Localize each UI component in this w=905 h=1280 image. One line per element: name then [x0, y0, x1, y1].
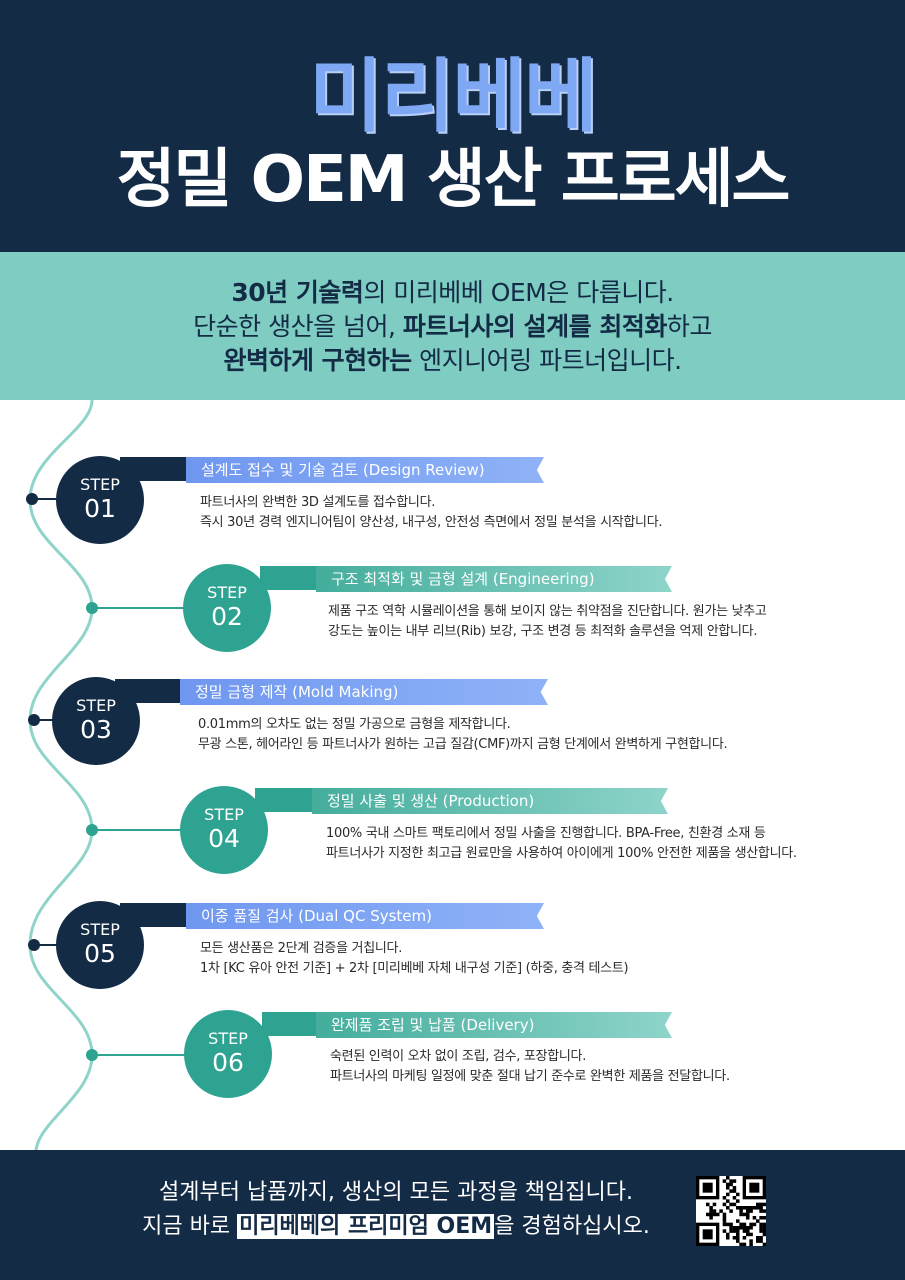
step-title-02: 구조 최적화 및 금형 설계 (Engineering) [316, 566, 672, 592]
step-number: 03 [80, 715, 112, 744]
process-timeline: STEP 01 설계도 접수 및 기술 검토 (Design Review) 파… [0, 400, 905, 1150]
step-desc-line: 100% 국내 스마트 팩토리에서 정밀 사출을 진행합니다. BPA-Free… [326, 826, 766, 841]
step-title-06: 완제품 조립 및 납품 (Delivery) [316, 1012, 672, 1038]
qr-code-icon[interactable] [696, 1176, 767, 1247]
footer-line-2: 지금 바로 미리베베의 프리미엄 OEM을 경험하십시오. [116, 1210, 676, 1244]
step-desc-line: 파트너사의 마케팅 일정에 맞춘 절대 납기 준수로 완벽한 제품을 전달합니다… [330, 1069, 730, 1084]
footer-text: 을 경험하십시오. [494, 1214, 650, 1239]
step-badge-06: STEP 06 [184, 1010, 272, 1098]
step-number: 05 [84, 939, 116, 968]
intro-line-2: 단순한 생산을 넘어, 파트너사의 설계를 최적화하고 [0, 310, 905, 344]
intro-line-3: 완벽하게 구현하는 엔지니어링 파트너입니다. [0, 344, 905, 378]
intro-line-1: 30년 기술력의 미리베베 OEM은 다릅니다. [0, 276, 905, 310]
timeline-node-03 [28, 714, 40, 726]
step-desc-05: 모든 생산품은 2단계 검증을 거칩니다. 1차 [KC 유아 안전 기준] +… [200, 939, 629, 979]
intro-text-1: 의 미리베베 OEM은 다릅니다. [363, 278, 674, 307]
step-desc-06: 숙련된 인력이 오차 없이 조립, 검수, 포장합니다. 파트너사의 마케팅 일… [330, 1047, 730, 1087]
intro-text-2b: 하고 [666, 312, 713, 341]
step-desc-01: 파트너사의 완벽한 3D 설계도를 접수합니다. 즉시 30년 경력 엔지니어팀… [200, 493, 663, 533]
step-desc-line: 강도는 높이는 내부 리브(Rib) 보강, 구조 변경 등 최적화 솔루션을 … [328, 624, 758, 639]
timeline-node-01 [26, 493, 38, 505]
step-desc-line: 1차 [KC 유아 안전 기준] + 2차 [미리베베 자체 내구성 기준] (… [200, 961, 629, 976]
step-number: 01 [84, 494, 116, 523]
intro-text-3: 엔지니어링 파트너입니다. [411, 346, 682, 375]
step-title-05: 이중 품질 검사 (Dual QC System) [186, 903, 544, 929]
step-desc-03: 0.01mm의 오차도 없는 정밀 가공으로 금형을 제작합니다. 무광 스톤,… [198, 715, 728, 755]
step-label: STEP [76, 696, 116, 715]
footer-text: 지금 바로 [142, 1214, 238, 1239]
step-badge-03: STEP 03 [52, 677, 140, 765]
step-desc-line: 파트너사가 지정한 최고급 원료만을 사용하여 아이에게 100% 안전한 제품… [326, 846, 797, 861]
timeline-node-02 [86, 602, 98, 614]
intro-emphasis-2: 파트너사의 설계를 최적화 [402, 312, 667, 341]
footer-line-1: 설계부터 납품까지, 생산의 모든 과정을 책임집니다. [159, 1180, 633, 1205]
footer-banner: 설계부터 납품까지, 생산의 모든 과정을 책임집니다. 지금 바로 미리베베의… [0, 1150, 905, 1280]
step-title-04: 정밀 사출 및 생산 (Production) [312, 788, 668, 814]
intro-band: 30년 기술력의 미리베베 OEM은 다릅니다. 단순한 생산을 넘어, 파트너… [0, 252, 905, 400]
timeline-node-06 [86, 1049, 98, 1061]
step-badge-04: STEP 04 [180, 786, 268, 874]
timeline-node-05 [28, 939, 40, 951]
qr-code-graphic [696, 1176, 767, 1247]
step-badge-05: STEP 05 [56, 901, 144, 989]
footer-highlight: 미리베베의 프리미엄 OEM [237, 1214, 495, 1239]
step-label: STEP [207, 583, 247, 602]
brand-title: 미리베베 [309, 50, 597, 143]
step-number: 06 [212, 1048, 244, 1077]
timeline-wave [28, 400, 190, 1150]
step-badge-01: STEP 01 [56, 456, 144, 544]
step-desc-line: 무광 스톤, 헤어라인 등 파트너사가 원하는 고급 질감(CMF)까지 금형 … [198, 737, 728, 752]
step-number: 02 [211, 602, 243, 631]
step-label: STEP [204, 805, 244, 824]
step-label: STEP [208, 1029, 248, 1048]
intro-emphasis-3: 완벽하게 구현하는 [223, 346, 412, 375]
step-desc-line: 모든 생산품은 2단계 검증을 거칩니다. [200, 941, 403, 956]
step-desc-04: 100% 국내 스마트 팩토리에서 정밀 사출을 진행합니다. BPA-Free… [326, 824, 797, 864]
intro-emphasis-1: 30년 기술력 [231, 278, 364, 307]
step-desc-line: 즉시 30년 경력 엔지니어팀이 양산성, 내구성, 안전성 측면에서 정밀 분… [200, 515, 663, 530]
step-desc-line: 제품 구조 역학 시뮬레이션을 통해 보이지 않는 취약점을 진단합니다. 원가… [328, 604, 767, 619]
step-desc-line: 0.01mm의 오차도 없는 정밀 가공으로 금형을 제작합니다. [198, 717, 511, 732]
step-number: 04 [208, 824, 240, 853]
step-label: STEP [80, 920, 120, 939]
step-label: STEP [80, 475, 120, 494]
step-title-03: 정밀 금형 제작 (Mold Making) [180, 679, 548, 705]
step-title-01: 설계도 접수 및 기술 검토 (Design Review) [186, 457, 544, 483]
header-banner: 미리베베 정밀 OEM 생산 프로세스 [0, 0, 905, 252]
step-badge-02: STEP 02 [183, 564, 271, 652]
step-desc-02: 제품 구조 역학 시뮬레이션을 통해 보이지 않는 취약점을 진단합니다. 원가… [328, 602, 767, 642]
page-title: 정밀 OEM 생산 프로세스 [116, 143, 791, 217]
timeline-node-04 [86, 824, 98, 836]
step-desc-line: 파트너사의 완벽한 3D 설계도를 접수합니다. [200, 495, 436, 510]
intro-text-2a: 단순한 생산을 넘어, [193, 312, 403, 341]
step-desc-line: 숙련된 인력이 오차 없이 조립, 검수, 포장합니다. [330, 1049, 587, 1064]
